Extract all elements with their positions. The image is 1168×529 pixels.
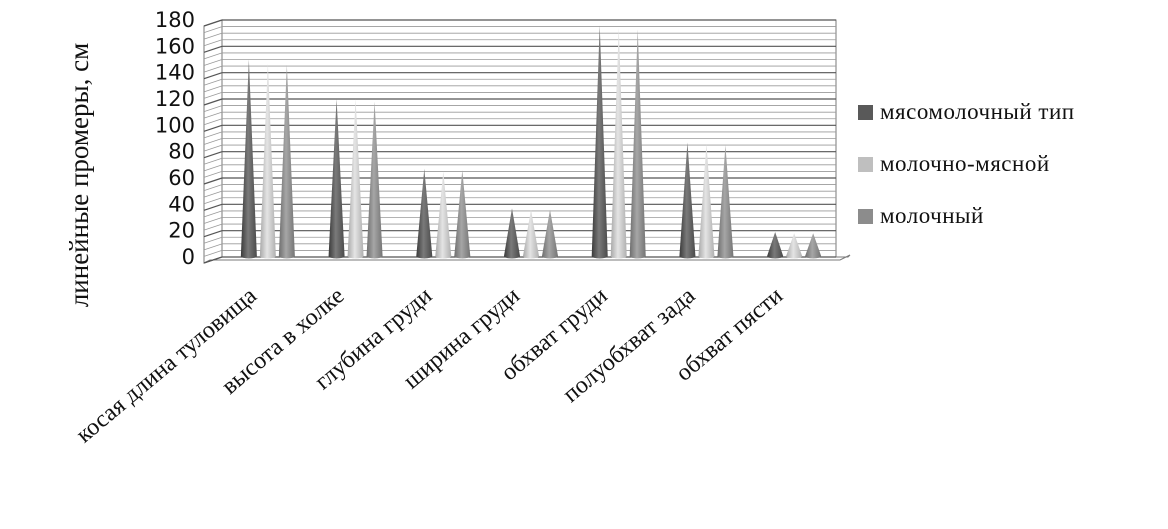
y-tick-label: 160: [155, 34, 195, 58]
chart-walls: [204, 20, 850, 263]
y-axis-title: линейные промеры, см: [64, 43, 94, 307]
y-tick-label: 180: [155, 8, 195, 32]
legend-swatch: [858, 105, 873, 120]
legend-label: мясомолочный тип: [880, 99, 1075, 124]
legend-swatch: [858, 157, 873, 172]
y-tick-label: 120: [155, 87, 195, 111]
legend: мясомолочный тип молочно-мясной молочный: [858, 99, 1075, 228]
y-tick-label: 40: [168, 192, 195, 216]
legend-label: молочный: [880, 203, 984, 228]
y-tick-label: 60: [168, 166, 195, 190]
y-tick-label: 140: [155, 61, 195, 85]
y-tick-label: 80: [168, 140, 195, 164]
legend-swatch: [858, 209, 873, 224]
y-tick-label: 20: [168, 219, 195, 243]
y-tick-label: 0: [182, 245, 195, 269]
legend-label: молочно-мясной: [880, 151, 1050, 176]
y-tick-label: 100: [155, 113, 195, 137]
